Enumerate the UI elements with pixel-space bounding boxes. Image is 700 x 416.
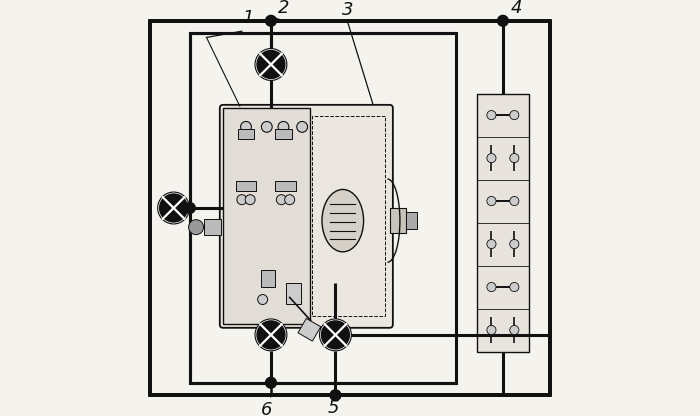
Circle shape [297, 121, 307, 132]
Bar [389, 208, 406, 233]
Bar [406, 212, 416, 229]
Bar [236, 181, 256, 191]
Bar [260, 270, 275, 287]
Text: 2: 2 [278, 0, 289, 17]
Circle shape [241, 121, 251, 132]
Circle shape [256, 319, 287, 351]
Circle shape [487, 325, 496, 334]
Circle shape [245, 195, 255, 205]
Text: 5: 5 [328, 399, 339, 416]
Bar [275, 181, 296, 191]
Text: 3: 3 [342, 1, 354, 19]
FancyBboxPatch shape [220, 105, 393, 328]
Circle shape [498, 15, 508, 26]
Circle shape [487, 154, 496, 163]
Circle shape [158, 192, 190, 224]
Circle shape [265, 15, 276, 26]
Text: 1: 1 [242, 9, 254, 27]
Circle shape [188, 220, 204, 235]
Circle shape [278, 121, 289, 132]
Circle shape [320, 319, 351, 351]
Circle shape [510, 325, 519, 334]
Circle shape [487, 196, 496, 206]
Circle shape [510, 282, 519, 292]
Bar [204, 219, 221, 235]
Text: 4: 4 [511, 0, 522, 17]
Circle shape [261, 121, 272, 132]
Text: 6: 6 [261, 401, 272, 416]
Circle shape [510, 196, 519, 206]
Circle shape [265, 377, 276, 388]
Bar [286, 283, 301, 304]
Bar [298, 318, 321, 341]
Circle shape [487, 111, 496, 120]
Circle shape [510, 240, 519, 249]
Circle shape [258, 295, 267, 305]
Bar [312, 116, 386, 316]
Circle shape [510, 154, 519, 163]
Circle shape [510, 111, 519, 120]
Bar [238, 129, 254, 139]
Ellipse shape [322, 189, 363, 252]
Circle shape [330, 390, 341, 401]
Circle shape [276, 195, 286, 205]
Circle shape [285, 195, 295, 205]
Bar [477, 94, 529, 352]
Bar [223, 108, 309, 324]
Circle shape [237, 195, 247, 205]
Bar [275, 129, 292, 139]
Circle shape [487, 240, 496, 249]
Circle shape [184, 203, 195, 213]
Circle shape [487, 282, 496, 292]
Circle shape [256, 49, 287, 80]
Bar [190, 33, 456, 383]
